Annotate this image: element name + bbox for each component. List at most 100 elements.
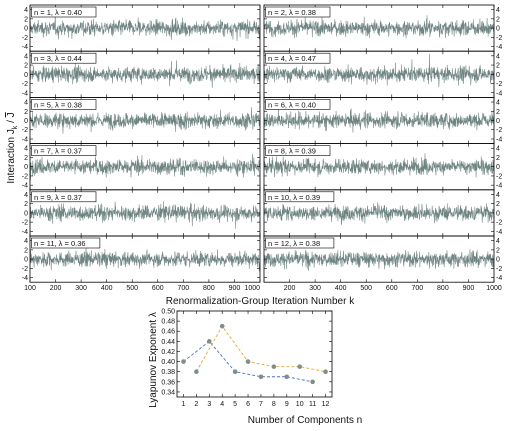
- y-tick-label: -2: [496, 127, 502, 134]
- y-tick-label: 0.40: [161, 359, 175, 366]
- y-tick-label: -2: [22, 266, 28, 273]
- x-tick-label: 800: [203, 285, 215, 292]
- panel-label-box: [265, 6, 331, 18]
- x-tick-label: 2: [194, 401, 198, 408]
- y-tick-label: -2: [496, 266, 502, 273]
- y-tick-label: 2: [24, 247, 28, 254]
- y-tick-label: -4: [22, 90, 28, 97]
- panel-label: n = 3, λ = 0.44: [34, 54, 82, 63]
- panel-n5: 4 2 0 -2 -4 n = 5, λ = 0.38: [22, 97, 261, 145]
- panel-n11: 4 2 0 -2 -4 n = 11, λ = 0.36 100 200 300 400 500 60…: [22, 235, 261, 292]
- panel-label-box: [31, 145, 97, 156]
- series-1-line: [183, 340, 313, 383]
- y-tick-label: 2: [24, 201, 28, 208]
- x-tick-label: 500: [126, 285, 138, 292]
- y-tick-label: -4: [22, 136, 28, 143]
- panel-label-box: [265, 52, 331, 64]
- y-tick-label: 0: [496, 257, 500, 264]
- series-2-point: [194, 369, 199, 375]
- x-tick-label: 700: [411, 285, 423, 292]
- y-tick-label: 0: [496, 164, 500, 171]
- y-tick-label: 2: [24, 63, 28, 70]
- panel-n8: 4 2 0 -2 -4 n = 8, λ = 0.39: [263, 143, 502, 191]
- bottom-y-axis-title: Lyapunov Exponent λ: [148, 312, 159, 408]
- panel-label: n = 7, λ = 0.37: [34, 147, 82, 156]
- lyapunov-chart: 0.340.360.380.400.420.440.460.480.501 2 3 4…: [161, 309, 333, 408]
- panel-n2: 4 2 0 -2 -4 n = 2, λ = 0.38: [263, 4, 502, 52]
- series-2-point: [245, 359, 251, 364]
- y-tick-label: 0.50: [161, 309, 175, 316]
- y-tick-label: 0: [496, 26, 500, 33]
- panel-label-box: [265, 99, 331, 110]
- panel-label-box: [265, 191, 335, 203]
- x-tick-label: 200: [50, 285, 62, 292]
- panel-label: n = 4, λ = 0.47: [268, 54, 316, 63]
- series-trace: [29, 15, 261, 42]
- y-tick-label: -2: [22, 173, 28, 180]
- panel-label-box: [31, 52, 97, 64]
- y-tick-label: 0.42: [161, 349, 175, 356]
- x-tick-label: 9: [285, 401, 289, 408]
- y-tick-label: 0.36: [161, 379, 175, 386]
- y-tick-label: 2: [496, 247, 500, 254]
- y-tick-label: 0.38: [161, 369, 175, 376]
- y-tick-label: -2: [496, 173, 502, 180]
- y-tick-label: -4: [496, 229, 502, 236]
- x-tick-label: 400: [335, 285, 347, 292]
- y-tick-label: 2: [24, 16, 28, 23]
- y-tick-label: -2: [22, 35, 28, 42]
- panel-n7: 4 2 0 -2 -4 n = 7, λ = 0.37: [22, 143, 261, 191]
- series-1-point: [206, 339, 212, 344]
- series-trace: [263, 249, 495, 272]
- y-tick-label: -4: [496, 275, 502, 282]
- y-tick-label: 0: [496, 72, 500, 79]
- y-tick-label: 0: [24, 72, 28, 79]
- x-tick-label: 600: [386, 285, 398, 292]
- series-1-point: [181, 359, 186, 364]
- panel-label-box: [265, 145, 331, 156]
- y-tick-label: 0.44: [161, 339, 175, 346]
- y-tick-label: -4: [22, 229, 28, 236]
- y-tick-label: 2: [496, 63, 500, 70]
- x-tick-label: 500: [360, 285, 372, 292]
- y-tick-label: 4: [24, 238, 28, 245]
- y-tick-label: -4: [22, 275, 28, 282]
- panel-n3: 4 2 0 -2 -4 n = 3, λ = 0.44: [22, 50, 261, 98]
- y-tick-label: 0: [24, 118, 28, 125]
- panel-n12: 4 2 0 -2 -4 n = 12, λ = 0.38 200 300 400 500 600 70…: [263, 235, 502, 292]
- series-trace: [263, 153, 495, 178]
- x-tick-label: 100: [24, 285, 36, 292]
- x-tick-label: 600: [152, 285, 164, 292]
- series-1-point: [232, 369, 238, 375]
- panel-label-box: [31, 237, 101, 249]
- y-tick-label: 2: [496, 16, 500, 23]
- y-tick-label: -2: [496, 81, 502, 88]
- y-tick-label: 0: [496, 118, 500, 125]
- series-trace: [29, 201, 261, 229]
- y-tick-label: 2: [496, 201, 500, 208]
- x-tick-label: 1000: [244, 285, 260, 292]
- y-tick-label: -2: [496, 220, 502, 227]
- panel-label-box: [31, 191, 97, 203]
- panel-label: n = 8, λ = 0.39: [268, 147, 316, 156]
- y-tick-label: 4: [496, 192, 500, 199]
- y-tick-label: 0: [496, 210, 500, 217]
- y-tick-label: 0: [24, 164, 28, 171]
- x-tick-label: 4: [220, 401, 224, 408]
- x-tick-label: 200: [284, 285, 296, 292]
- panel-label: n = 11, λ = 0.36: [34, 239, 86, 248]
- series-2-line: [195, 325, 326, 373]
- series-trace: [29, 60, 261, 88]
- y-tick-label: -4: [22, 183, 28, 190]
- x-tick-label: 300: [75, 285, 87, 292]
- top-x-axis-title: Renormalization-Group Iteration Number k: [166, 296, 355, 307]
- y-tick-label: 0.34: [161, 389, 175, 396]
- y-tick-label: -2: [22, 127, 28, 134]
- series-trace: [263, 202, 495, 225]
- series-trace: [263, 53, 495, 88]
- panel-label: n = 6, λ = 0.40: [268, 100, 316, 109]
- series-trace: [29, 246, 261, 272]
- x-tick-label: 900: [463, 285, 475, 292]
- x-tick-label: 1: [182, 401, 186, 408]
- panel-n1: 4 2 0 -2 -4 n = 1, λ = 0.40: [22, 4, 261, 52]
